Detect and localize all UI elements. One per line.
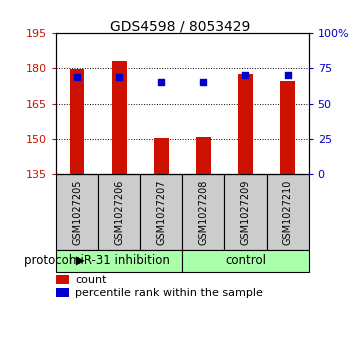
Bar	[154, 138, 169, 175]
Point	[116, 74, 122, 79]
Bar	[140, 175, 182, 250]
Bar	[280, 81, 295, 175]
Text: GSM1027205: GSM1027205	[72, 180, 82, 245]
Bar	[56, 288, 69, 297]
Point	[158, 79, 164, 85]
Text: control: control	[225, 254, 266, 268]
Text: count: count	[75, 274, 106, 285]
Bar	[238, 74, 253, 175]
Point	[74, 74, 80, 79]
Bar	[56, 175, 98, 250]
Text: percentile rank within the sample: percentile rank within the sample	[75, 288, 263, 298]
Text: GSM1027208: GSM1027208	[198, 180, 208, 245]
Bar	[196, 136, 211, 175]
Bar	[112, 61, 126, 175]
Bar	[98, 175, 140, 250]
Bar	[225, 175, 266, 250]
Bar	[182, 175, 225, 250]
Text: GSM1027209: GSM1027209	[240, 180, 251, 245]
Bar	[266, 175, 309, 250]
Text: protocol ▶: protocol ▶	[24, 254, 85, 268]
Bar	[70, 69, 84, 175]
Text: GSM1027207: GSM1027207	[156, 180, 166, 245]
Text: GSM1027206: GSM1027206	[114, 180, 124, 245]
Bar	[56, 275, 69, 284]
Text: GDS4598 / 8053429: GDS4598 / 8053429	[110, 20, 251, 34]
Text: miR-31 inhibition: miR-31 inhibition	[69, 254, 170, 268]
Bar	[182, 250, 309, 272]
Bar	[56, 250, 182, 272]
Point	[243, 72, 248, 78]
Text: GSM1027210: GSM1027210	[283, 180, 293, 245]
Point	[285, 72, 291, 78]
Point	[200, 79, 206, 85]
